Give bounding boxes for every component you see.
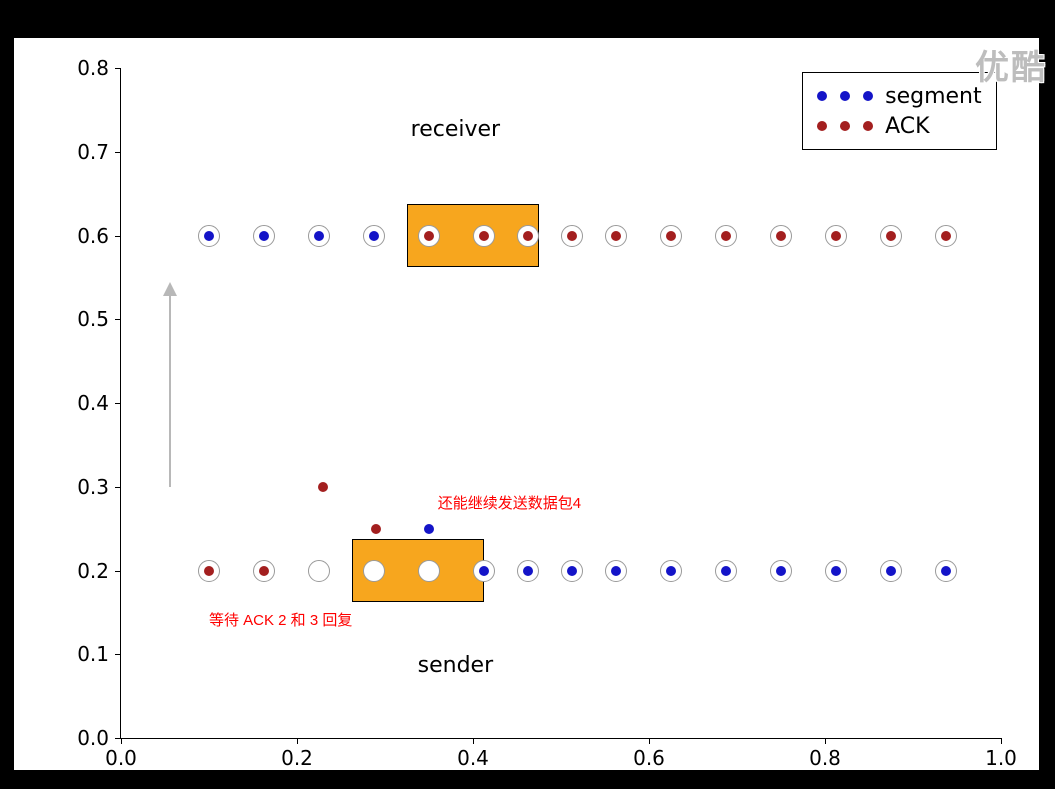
sender-slot-inner [479,566,489,576]
x-tick-label: 1.0 [985,746,1017,770]
receiver-slot [935,225,957,247]
x-tick [297,738,298,744]
receiver-slot-inner [776,231,786,241]
sender-slot [308,560,330,582]
y-tick-label: 0.0 [77,726,121,750]
sender-slot [561,560,583,582]
y-tick-label: 0.6 [77,224,121,248]
receiver-slot-inner [424,231,434,241]
receiver-slot-inner [611,231,621,241]
direction-arrow [169,294,171,487]
sender-slot-inner [776,566,786,576]
sender-slot-inner [523,566,533,576]
x-tick [649,738,650,744]
receiver-slot-inner [369,231,379,241]
receiver-slot-inner [721,231,731,241]
receiver-slot [825,225,847,247]
sender-slot [715,560,737,582]
sender-slot-inner [567,566,577,576]
sender-slot [605,560,627,582]
sender-slot-inner [204,566,214,576]
x-tick-label: 0.2 [281,746,313,770]
in-flight-packet [371,524,381,534]
x-tick [825,738,826,744]
legend-label: segment [885,84,982,109]
receiver-slot-inner [567,231,577,241]
legend-row: segment [817,81,982,111]
sender-slot-inner [611,566,621,576]
receiver-slot [253,225,275,247]
sender-slot-inner [666,566,676,576]
receiver-slot-inner [831,231,841,241]
plot-area: 0.00.20.40.60.81.00.00.10.20.30.40.50.60… [120,68,1001,739]
receiver-slot-inner [259,231,269,241]
sender-slot [935,560,957,582]
y-tick-label: 0.2 [77,559,121,583]
legend-marker [817,121,873,131]
sender-slot-inner [259,566,269,576]
receiver-slot [473,225,495,247]
x-tick-label: 0.4 [457,746,489,770]
x-tick [121,738,122,744]
y-tick-label: 0.1 [77,642,121,666]
sender-slot-inner [831,566,841,576]
receiver-slot [880,225,902,247]
receiver-slot [715,225,737,247]
receiver-slot-inner [941,231,951,241]
receiver-slot [198,225,220,247]
in-flight-packet [424,524,434,534]
sender-slot-inner [941,566,951,576]
sender-slot [825,560,847,582]
y-tick-label: 0.3 [77,475,121,499]
receiver-slot [517,225,539,247]
in-flight-packet [318,482,328,492]
receiver-slot-inner [523,231,533,241]
legend: segment ACK [802,72,997,150]
anno-send-more: 还能继续发送数据包4 [438,492,581,513]
anno-wait-ack: 等待 ACK 2 和 3 回复 [209,609,352,630]
x-tick [1001,738,1002,744]
sender-slot [473,560,495,582]
receiver-slot-inner [204,231,214,241]
sender-slot [517,560,539,582]
legend-row: ACK [817,111,982,141]
x-tick-label: 0.8 [809,746,841,770]
receiver-slot-inner [886,231,896,241]
sender-slot [770,560,792,582]
receiver-slot [308,225,330,247]
sender-slot [418,560,440,582]
sender-slot [880,560,902,582]
receiver-slot [363,225,385,247]
watermark: 优酷 [975,40,1047,89]
receiver-slot [605,225,627,247]
x-tick-label: 0.6 [633,746,665,770]
sender-slot-inner [721,566,731,576]
receiver-slot-inner [479,231,489,241]
sender-slot [253,560,275,582]
receiver-slot-inner [314,231,324,241]
y-tick-label: 0.7 [77,140,121,164]
y-tick-label: 0.4 [77,391,121,415]
y-tick-label: 0.8 [77,56,121,80]
sender-label: sender [418,653,494,678]
receiver-label: receiver [411,117,500,142]
y-tick-label: 0.5 [77,307,121,331]
legend-label: ACK [885,114,929,139]
receiver-slot [660,225,682,247]
sender-slot-inner [886,566,896,576]
sender-slot [660,560,682,582]
x-tick [473,738,474,744]
receiver-slot [561,225,583,247]
receiver-slot-inner [666,231,676,241]
sender-slot [363,560,385,582]
sender-slot [198,560,220,582]
receiver-slot [418,225,440,247]
legend-marker [817,91,873,101]
receiver-slot [770,225,792,247]
